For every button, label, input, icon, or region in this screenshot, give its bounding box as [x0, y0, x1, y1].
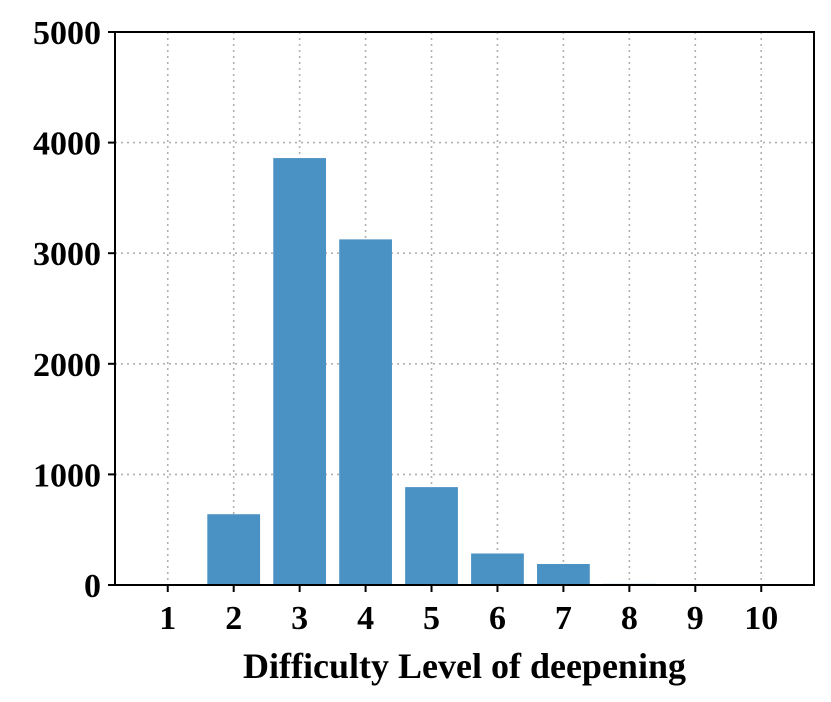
bar-3 — [273, 158, 327, 586]
y-tick-label: 2000 — [33, 347, 101, 384]
x-tick-label: 3 — [291, 600, 308, 637]
x-tick-labels: 1 2 3 4 5 6 7 8 9 10 — [159, 600, 778, 637]
grid-lines — [115, 31, 814, 586]
plot-frame — [114, 31, 815, 586]
bar-7 — [537, 563, 590, 585]
bar-5 — [405, 487, 458, 585]
bars — [141, 158, 788, 586]
x-tick-label: 2 — [225, 600, 242, 637]
x-tick-label: 7 — [555, 600, 572, 637]
y-tick-labels: 0 1000 2000 3000 4000 5000 — [33, 15, 101, 605]
y-tick-label: 5000 — [33, 15, 101, 52]
x-axis-title: Difficulty Level of deepening — [243, 646, 686, 686]
ticks — [108, 31, 763, 592]
x-tick-label: 5 — [423, 600, 440, 637]
x-tick-label: 10 — [744, 600, 778, 637]
x-tick-label: 9 — [687, 600, 704, 637]
bar-2 — [207, 514, 261, 585]
y-tick-label: 4000 — [33, 126, 101, 163]
y-tick-label: 0 — [84, 568, 101, 605]
x-tick-label: 8 — [621, 600, 638, 637]
x-tick-label: 4 — [357, 600, 374, 637]
y-tick-label: 3000 — [33, 236, 101, 273]
bar-6 — [471, 553, 524, 585]
bar-4 — [339, 239, 392, 585]
y-tick-label: 1000 — [33, 457, 101, 494]
x-tick-label: 6 — [489, 600, 506, 637]
x-tick-label: 1 — [159, 600, 176, 637]
